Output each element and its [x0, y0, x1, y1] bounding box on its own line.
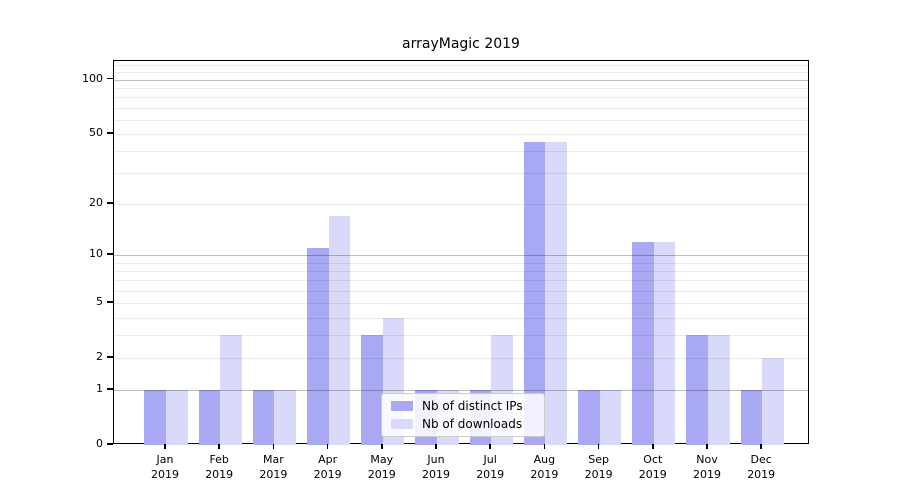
y-tick-5 — [107, 301, 113, 303]
gridline-major-10 — [114, 255, 808, 257]
bar-downloads-mar — [274, 390, 297, 445]
gridline-minor-9 — [114, 262, 808, 264]
gridline-minor-40 — [114, 151, 808, 153]
gridline-minor-3 — [114, 335, 808, 337]
gridline-major-1 — [114, 390, 808, 392]
bar-ips-mar — [252, 390, 275, 445]
gridline-minor-120 — [114, 65, 808, 67]
legend-label-ips: Nb of distinct IPs — [422, 399, 523, 414]
x-tick-label-dec: Dec 2019 — [747, 453, 776, 481]
legend-item-distinct-ips: Nb of distinct IPs — [391, 399, 535, 413]
gridline-minor-6 — [114, 290, 808, 292]
bar-ips-oct — [632, 242, 654, 445]
x-tick-may — [381, 444, 383, 449]
x-tick-label-oct: Oct 2019 — [638, 453, 667, 481]
bar-ips-may — [361, 335, 383, 445]
bar-downloads-jan — [166, 390, 188, 445]
y-tick-label-5: 5 — [96, 295, 103, 309]
x-tick-label-may: May 2019 — [367, 453, 396, 481]
gridline-minor-8 — [114, 271, 808, 273]
y-tick-label-2: 2 — [96, 350, 103, 364]
legend-item-downloads: Nb of downloads — [391, 417, 535, 431]
x-tick-nov — [706, 444, 708, 449]
x-tick-jul — [489, 444, 491, 449]
x-tick-label-jun: Jun 2019 — [422, 453, 450, 481]
gridline-minor-20 — [114, 204, 808, 206]
x-tick-label-mar: Mar 2019 — [259, 453, 288, 481]
x-tick-label-sep: Sep 2019 — [584, 453, 613, 481]
bar-downloads-sep — [599, 390, 622, 445]
x-tick-sep — [597, 444, 600, 449]
x-tick-apr — [326, 444, 329, 449]
gridline-minor-4 — [114, 317, 808, 319]
gridline-minor-70 — [114, 107, 808, 109]
bar-downloads-apr — [328, 216, 351, 445]
legend-swatch-downloads — [391, 418, 413, 429]
y-tick-label-50: 50 — [89, 125, 103, 139]
y-tick-label-1: 1 — [96, 382, 103, 396]
y-tick-50 — [107, 132, 113, 134]
gridline-major-100 — [114, 79, 808, 81]
x-tick-dec — [760, 444, 762, 449]
bar-ips-feb — [198, 390, 221, 445]
x-tick-jun — [435, 444, 437, 449]
x-tick-jan — [164, 444, 166, 449]
bar-ips-sep — [577, 390, 600, 445]
gridline-minor-30 — [114, 173, 808, 175]
y-tick-2 — [107, 356, 113, 358]
gridline-minor-7 — [114, 280, 808, 282]
x-tick-feb — [218, 444, 220, 449]
legend-swatch-ips — [391, 401, 413, 412]
y-tick-20 — [107, 202, 113, 204]
x-tick-label-feb: Feb 2019 — [205, 453, 234, 481]
bar-downloads-oct — [653, 242, 676, 445]
bar-downloads-dec — [762, 358, 784, 445]
y-tick-label-10: 10 — [89, 247, 103, 261]
x-tick-label-jul: Jul 2019 — [476, 453, 505, 481]
y-tick-0 — [107, 443, 113, 445]
y-tick-1 — [107, 388, 113, 390]
x-tick-label-aug: Aug 2019 — [530, 453, 559, 481]
gridline-minor-90 — [114, 88, 808, 89]
bar-downloads-aug — [545, 141, 568, 445]
y-tick-label-100: 100 — [82, 71, 103, 85]
x-tick-label-jan: Jan 2019 — [151, 453, 179, 481]
y-tick-10 — [107, 253, 113, 255]
y-tick-label-20: 20 — [89, 196, 103, 210]
bar-ips-aug — [523, 141, 546, 445]
x-tick-oct — [652, 444, 654, 449]
gridline-minor-110 — [114, 72, 808, 74]
gridline-minor-60 — [114, 119, 808, 121]
bar-downloads-nov — [708, 335, 730, 445]
legend: Nb of distinct IPs Nb of downloads — [381, 393, 545, 437]
x-tick-aug — [543, 444, 546, 449]
bar-ips-dec — [740, 390, 763, 445]
bar-downloads-feb — [220, 335, 242, 445]
gridline-minor-50 — [114, 133, 808, 135]
bar-ips-jan — [144, 390, 166, 445]
gridlines-layer — [114, 61, 808, 443]
gridline-minor-5 — [114, 303, 808, 305]
x-tick-mar — [272, 444, 275, 449]
plot-area — [113, 60, 809, 445]
y-tick-label-0: 0 — [96, 437, 103, 450]
gridline-minor-2 — [114, 358, 808, 360]
x-tick-label-apr: Apr 2019 — [313, 453, 342, 481]
x-tick-label-nov: Nov 2019 — [693, 453, 721, 481]
chart-title: arrayMagic 2019 — [402, 36, 520, 52]
bar-ips-apr — [306, 248, 329, 445]
legend-label-downloads: Nb of downloads — [422, 416, 523, 431]
gridline-minor-80 — [114, 97, 808, 99]
y-tick-100 — [107, 77, 113, 80]
bar-ips-nov — [686, 335, 708, 445]
